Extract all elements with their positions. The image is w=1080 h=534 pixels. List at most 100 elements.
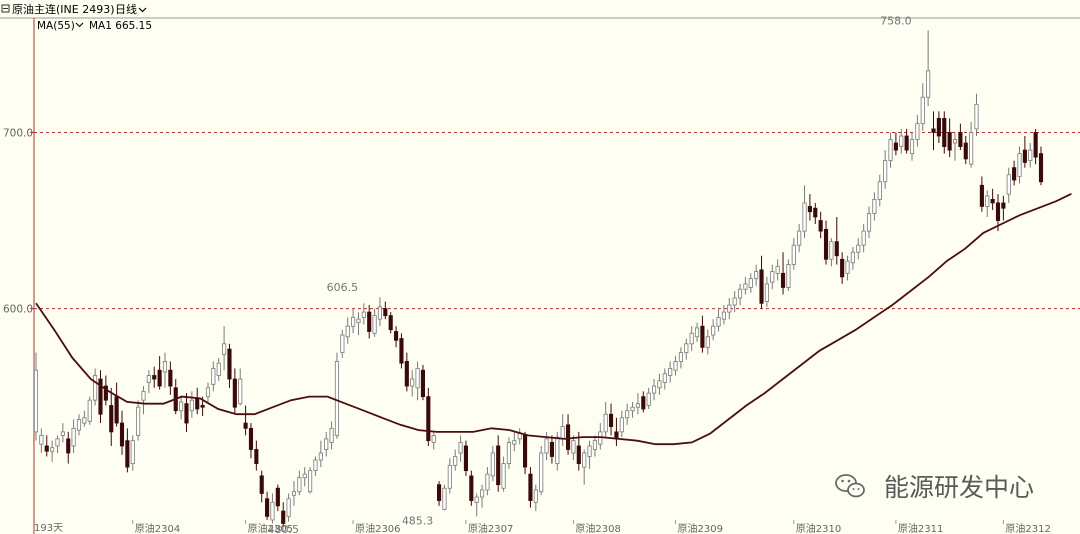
candle[interactable]	[727, 298, 732, 320]
candle[interactable]	[130, 435, 135, 471]
candle[interactable]	[136, 400, 141, 441]
candle[interactable]	[410, 370, 415, 397]
candle[interactable]	[899, 128, 904, 154]
candle[interactable]	[850, 246, 855, 270]
candle[interactable]	[394, 326, 399, 348]
candle[interactable]	[98, 370, 103, 424]
candle[interactable]	[39, 428, 44, 453]
candle[interactable]	[635, 393, 640, 415]
candle[interactable]	[780, 252, 786, 295]
candle[interactable]	[211, 361, 216, 392]
candle[interactable]	[958, 123, 963, 151]
candle[interactable]	[265, 491, 270, 520]
candle[interactable]	[485, 467, 490, 496]
candle[interactable]	[770, 264, 775, 290]
candle[interactable]	[705, 329, 710, 355]
candle[interactable]	[345, 317, 350, 344]
candle[interactable]	[893, 132, 898, 156]
candle[interactable]	[388, 312, 393, 334]
ma-chevron-down-icon[interactable]	[75, 22, 84, 28]
candle[interactable]	[560, 414, 565, 446]
candle[interactable]	[582, 449, 587, 485]
candle[interactable]	[651, 379, 657, 401]
chevron-down-icon[interactable]	[138, 7, 147, 13]
candle[interactable]	[205, 382, 211, 402]
candle[interactable]	[517, 428, 522, 445]
candle[interactable]	[721, 305, 726, 325]
candle[interactable]	[442, 484, 447, 511]
candle[interactable]	[125, 428, 130, 473]
candle[interactable]	[888, 132, 893, 168]
candle[interactable]	[109, 387, 114, 446]
candle[interactable]	[308, 467, 313, 494]
candle[interactable]	[528, 467, 533, 508]
candle[interactable]	[184, 393, 189, 432]
candle[interactable]	[947, 118, 952, 158]
candle[interactable]	[764, 276, 769, 307]
candle[interactable]	[834, 217, 839, 265]
candles[interactable]	[33, 30, 1044, 527]
candle[interactable]	[437, 481, 442, 506]
candle[interactable]	[119, 410, 125, 455]
candle[interactable]	[146, 370, 151, 394]
candle[interactable]	[453, 449, 458, 471]
candle[interactable]	[813, 202, 818, 225]
candle[interactable]	[463, 440, 469, 476]
candle[interactable]	[302, 467, 307, 487]
candle[interactable]	[668, 361, 673, 383]
candle[interactable]	[684, 338, 689, 360]
candle[interactable]	[942, 111, 947, 154]
candle[interactable]	[915, 114, 920, 147]
candle[interactable]	[259, 470, 264, 503]
candle[interactable]	[152, 366, 157, 388]
candle[interactable]	[737, 283, 743, 306]
candle[interactable]	[447, 458, 452, 494]
candle[interactable]	[33, 352, 39, 441]
candle[interactable]	[732, 290, 737, 313]
candle[interactable]	[318, 440, 323, 468]
candle[interactable]	[1022, 135, 1027, 168]
candle[interactable]	[324, 431, 329, 457]
candle[interactable]	[716, 308, 721, 332]
candle[interactable]	[1017, 146, 1022, 184]
candle[interactable]	[329, 421, 334, 450]
candle[interactable]	[281, 502, 286, 527]
candle[interactable]	[496, 435, 501, 492]
candle[interactable]	[87, 396, 92, 425]
candle[interactable]	[866, 206, 872, 239]
candle[interactable]	[44, 435, 49, 457]
candle[interactable]	[587, 440, 592, 469]
candle[interactable]	[399, 333, 404, 369]
candle[interactable]	[743, 276, 748, 295]
candle[interactable]	[979, 176, 984, 212]
candle[interactable]	[168, 361, 173, 395]
candle[interactable]	[1001, 195, 1006, 221]
candle[interactable]	[807, 194, 812, 221]
candle[interactable]	[248, 423, 254, 459]
candle[interactable]	[415, 361, 420, 401]
candle[interactable]	[141, 386, 146, 415]
candle[interactable]	[969, 121, 974, 168]
candle[interactable]	[506, 437, 512, 469]
candle[interactable]	[909, 132, 915, 161]
candle[interactable]	[275, 484, 280, 512]
candle[interactable]	[952, 132, 958, 161]
symbol-label[interactable]: 原油主连(INE 2493)	[12, 2, 115, 16]
candle[interactable]	[662, 368, 667, 390]
candle[interactable]	[66, 431, 71, 464]
candle[interactable]	[646, 387, 651, 409]
candle[interactable]	[565, 414, 571, 455]
candle[interactable]	[990, 188, 995, 210]
candle[interactable]	[840, 252, 845, 284]
candle[interactable]	[694, 322, 700, 343]
candle[interactable]	[361, 303, 366, 325]
candle[interactable]	[845, 255, 850, 281]
candle[interactable]	[920, 83, 925, 131]
candle[interactable]	[490, 445, 495, 482]
candle[interactable]	[356, 312, 361, 335]
candle[interactable]	[1033, 128, 1038, 165]
candle[interactable]	[818, 211, 823, 239]
candle[interactable]	[1012, 160, 1017, 186]
candle[interactable]	[372, 308, 377, 337]
